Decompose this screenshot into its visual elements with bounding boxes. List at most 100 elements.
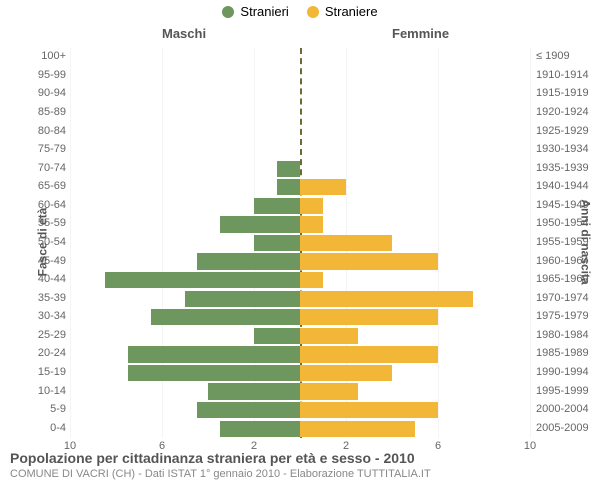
legend-label-female: Straniere <box>325 4 378 19</box>
bar-female <box>300 235 392 251</box>
age-row <box>70 346 530 362</box>
legend: Stranieri Straniere <box>0 4 600 19</box>
x-tick: 10 <box>64 440 76 452</box>
x-tick: 6 <box>435 440 441 452</box>
bar-male <box>254 328 300 344</box>
birth-year-label: 1915-1919 <box>536 87 589 99</box>
x-tick: 2 <box>251 440 257 452</box>
age-row <box>70 123 530 139</box>
age-label: 30-34 <box>38 310 66 322</box>
plot-area <box>70 48 530 438</box>
x-tick: 6 <box>159 440 165 452</box>
bar-female <box>300 383 358 399</box>
legend-swatch-female <box>307 6 319 18</box>
legend-item-male: Stranieri <box>222 4 288 19</box>
age-row <box>70 235 530 251</box>
birth-year-label: 1950-1954 <box>536 217 589 229</box>
birth-year-label: 1945-1949 <box>536 199 589 211</box>
age-label: 100+ <box>41 50 66 62</box>
age-label: 45-49 <box>38 255 66 267</box>
bar-female <box>300 272 323 288</box>
birth-year-label: 1965-1969 <box>536 273 589 285</box>
age-row <box>70 142 530 158</box>
birth-year-label: 1910-1914 <box>536 69 589 81</box>
age-row <box>70 253 530 269</box>
age-label: 95-99 <box>38 69 66 81</box>
bar-female <box>300 253 438 269</box>
age-label: 20-24 <box>38 347 66 359</box>
birth-year-label: 1970-1974 <box>536 292 589 304</box>
bar-female <box>300 421 415 437</box>
bar-female <box>300 291 473 307</box>
age-label: 60-64 <box>38 199 66 211</box>
age-row <box>70 309 530 325</box>
age-row <box>70 421 530 437</box>
bar-male <box>185 291 300 307</box>
bar-male <box>277 161 300 177</box>
bar-male <box>128 346 301 362</box>
bar-female <box>300 309 438 325</box>
bar-female <box>300 328 358 344</box>
bar-male <box>277 179 300 195</box>
age-label: 85-89 <box>38 106 66 118</box>
age-row <box>70 49 530 65</box>
bar-male <box>254 198 300 214</box>
age-row <box>70 328 530 344</box>
bar-male <box>197 402 301 418</box>
age-row <box>70 179 530 195</box>
bar-male <box>105 272 301 288</box>
bar-female <box>300 402 438 418</box>
x-tick: 2 <box>343 440 349 452</box>
birth-year-label: 1925-1929 <box>536 125 589 137</box>
bar-male <box>151 309 301 325</box>
age-row <box>70 198 530 214</box>
bar-female <box>300 198 323 214</box>
birth-year-label: 1980-1984 <box>536 329 589 341</box>
caption-main: Popolazione per cittadinanza straniera p… <box>10 450 590 466</box>
age-label: 65-69 <box>38 180 66 192</box>
bar-female <box>300 365 392 381</box>
birth-year-label: 1995-1999 <box>536 385 589 397</box>
birth-year-label: 1990-1994 <box>536 366 589 378</box>
legend-swatch-male <box>222 6 234 18</box>
age-label: 10-14 <box>38 385 66 397</box>
age-row <box>70 161 530 177</box>
caption: Popolazione per cittadinanza straniera p… <box>10 450 590 480</box>
age-row <box>70 383 530 399</box>
age-row <box>70 216 530 232</box>
age-label: 25-29 <box>38 329 66 341</box>
caption-sub: COMUNE DI VACRI (CH) - Dati ISTAT 1° gen… <box>10 468 590 480</box>
bar-male <box>220 421 301 437</box>
age-label: 5-9 <box>50 403 66 415</box>
age-label: 80-84 <box>38 125 66 137</box>
age-label: 40-44 <box>38 273 66 285</box>
birth-year-label: 1930-1934 <box>536 143 589 155</box>
bar-male <box>220 216 301 232</box>
birth-year-label: 2005-2009 <box>536 422 589 434</box>
bar-male <box>254 235 300 251</box>
birth-year-label: 2000-2004 <box>536 403 589 415</box>
age-row <box>70 86 530 102</box>
birth-year-label: 1940-1944 <box>536 180 589 192</box>
bar-male <box>208 383 300 399</box>
birth-year-label: 1935-1939 <box>536 162 589 174</box>
age-row <box>70 402 530 418</box>
age-label: 90-94 <box>38 87 66 99</box>
birth-year-label: 1975-1979 <box>536 310 589 322</box>
bar-female <box>300 216 323 232</box>
bar-male <box>197 253 301 269</box>
birth-year-label: 1960-1964 <box>536 255 589 267</box>
bar-female <box>300 346 438 362</box>
age-label: 15-19 <box>38 366 66 378</box>
age-row <box>70 105 530 121</box>
age-row <box>70 272 530 288</box>
legend-label-male: Stranieri <box>240 4 288 19</box>
age-label: 55-59 <box>38 217 66 229</box>
birth-year-label: 1985-1989 <box>536 347 589 359</box>
birth-year-label: 1955-1959 <box>536 236 589 248</box>
birth-year-label: ≤ 1909 <box>536 50 570 62</box>
age-row <box>70 291 530 307</box>
age-row <box>70 365 530 381</box>
gender-left: Maschi <box>162 26 206 41</box>
x-tick: 10 <box>524 440 536 452</box>
